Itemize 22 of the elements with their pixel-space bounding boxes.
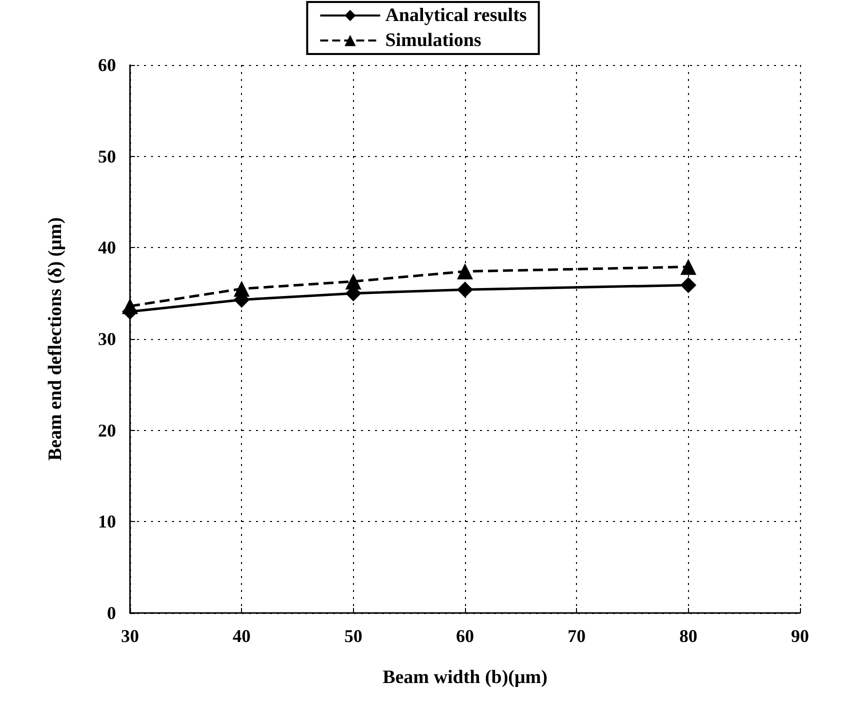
y-tick-label: 0 [107, 603, 116, 623]
point [680, 277, 696, 294]
point [457, 263, 473, 280]
y-tick-label: 10 [98, 512, 116, 532]
y-tick-label: 50 [98, 146, 116, 166]
x-tick-label: 50 [344, 626, 362, 646]
point [457, 282, 473, 298]
x-tick-label: 90 [791, 626, 809, 646]
y-tick-label: 30 [98, 329, 116, 349]
y-axis-title: Beam end deflections (δ) (μm) [45, 217, 66, 461]
x-tick-label: 70 [568, 626, 586, 646]
point [680, 258, 696, 275]
x-tick-label: 80 [679, 626, 698, 646]
legend-label: Simulations [385, 30, 482, 51]
y-tick-label: 20 [98, 420, 116, 440]
x-tick-label: 30 [121, 626, 139, 646]
x-tick-label: 40 [232, 626, 251, 646]
y-tick-label: 40 [98, 238, 116, 258]
y-tick-label: 60 [98, 55, 116, 75]
x-tick-label: 60 [456, 626, 474, 646]
x-axis-title: Beam width (b)(μm) [382, 667, 548, 688]
legend-label: Analytical results [385, 5, 527, 26]
